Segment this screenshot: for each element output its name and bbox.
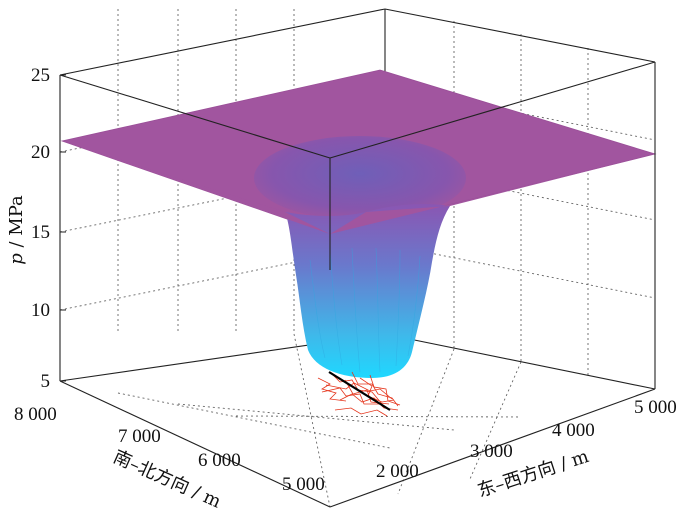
z-tick-label: 25: [31, 65, 50, 86]
grid-line: [235, 415, 522, 418]
box-edge: [384, 8, 656, 63]
y-tick-label: 7 000: [118, 426, 161, 447]
grid-line: [469, 361, 522, 480]
x-tick-label: 5 000: [634, 397, 677, 418]
box-edge: [329, 61, 656, 159]
z-tick-label: 5: [41, 371, 51, 392]
z-axis-title-symbol: p: [6, 253, 27, 265]
box-front-edges: [59, 61, 656, 508]
box-edge: [384, 333, 656, 390]
z-axis-title: p / MPa: [6, 195, 27, 265]
box-edge: [59, 74, 331, 159]
pressure-depression-dish: [254, 136, 466, 220]
z-axis: 25 20 15 10 5 p / MPa: [6, 65, 66, 392]
z-tick-label: 20: [31, 142, 50, 163]
y-tick-label: 5 000: [282, 474, 325, 495]
grid-line: [177, 403, 455, 431]
z-tick-label: 10: [31, 300, 50, 321]
z-axis-title-unit: / MPa: [6, 195, 27, 253]
box-edge: [59, 380, 331, 508]
grid-line: [117, 392, 391, 449]
z-tick-label: 15: [31, 222, 50, 243]
x-tick-label: 2 000: [376, 461, 419, 482]
pressure-plateau-front: [62, 141, 330, 234]
pressure-plateau-front-right: [330, 154, 655, 234]
y-tick-label: 6 000: [198, 450, 241, 471]
fracture-network: [317, 371, 401, 417]
wellbore-line: [328, 371, 391, 411]
funnel-texture: [309, 247, 421, 373]
box-edge: [59, 8, 386, 76]
y-axis: 8 000 7 000 6 000 5 000 南–北方向 / m: [14, 404, 325, 513]
box-edge: [329, 388, 656, 508]
x-tick-label: 3 000: [470, 441, 513, 462]
grid-line: [397, 348, 455, 495]
x-axis: 2 000 3 000 4 000 5 000 东–西方向 / m: [376, 397, 677, 502]
pressure-funnel: [285, 204, 450, 378]
x-tick-label: 4 000: [552, 420, 595, 441]
y-tick-label: 8 000: [14, 404, 57, 425]
